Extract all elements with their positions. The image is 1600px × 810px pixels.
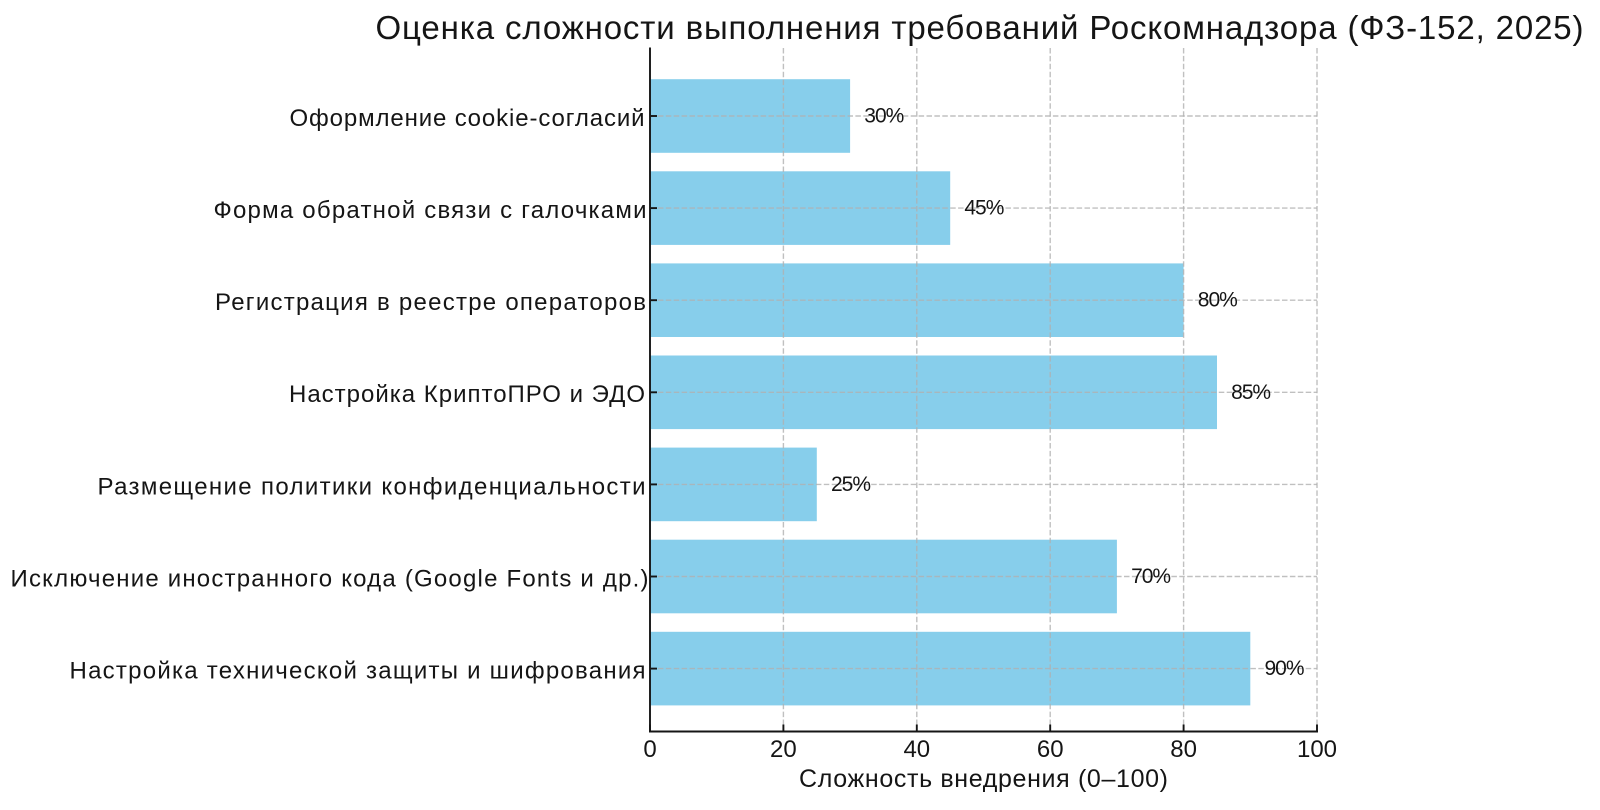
svg-text:85%: 85% [1231,381,1271,404]
svg-text:Исключение иностранного кода (: Исключение иностранного кода (Google Fon… [11,565,649,592]
svg-text:90%: 90% [1265,657,1305,680]
svg-text:Настройка технической защиты и: Настройка технической защиты и шифровани… [70,658,646,685]
svg-text:60: 60 [1037,736,1064,763]
svg-text:Сложность внедрения (0–100): Сложность внедрения (0–100) [799,765,1168,793]
svg-text:Оформление cookie-согласий: Оформление cookie-согласий [290,105,645,132]
svg-text:80%: 80% [1198,289,1238,312]
svg-text:Регистрация в реестре оператор: Регистрация в реестре операторов [215,289,646,316]
svg-text:40: 40 [903,736,930,763]
svg-text:Размещение политики конфиденци: Размещение политики конфиденциальности [98,473,646,500]
svg-text:20: 20 [770,736,797,763]
svg-text:70%: 70% [1131,565,1171,588]
svg-text:25%: 25% [831,473,871,496]
svg-text:0: 0 [643,736,656,763]
svg-text:45%: 45% [964,197,1004,220]
svg-text:Форма обратной связи с галочка: Форма обратной связи с галочками [214,197,647,224]
svg-text:Настройка КриптоПРО и ЭДО: Настройка КриптоПРО и ЭДО [289,381,645,408]
svg-text:30%: 30% [864,105,904,128]
svg-text:Оценка сложности выполнения тр: Оценка сложности выполнения требований Р… [376,9,1584,46]
svg-text:80: 80 [1170,736,1197,763]
svg-text:100: 100 [1297,736,1337,763]
